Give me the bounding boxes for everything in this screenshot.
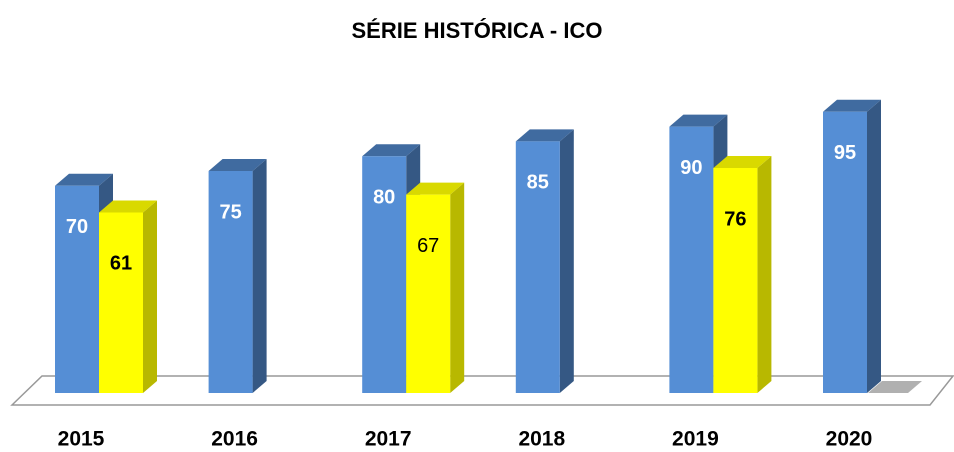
bar-top bbox=[55, 173, 113, 186]
bar-front bbox=[823, 111, 867, 394]
bar-top bbox=[208, 159, 267, 171]
x-tick-label: 2020 bbox=[826, 428, 873, 451]
x-tick-label: 2018 bbox=[518, 428, 565, 451]
bar bbox=[406, 182, 465, 393]
bar-side bbox=[867, 99, 881, 394]
bar-front bbox=[362, 156, 407, 393]
bar-side bbox=[450, 182, 465, 393]
x-tick-label: 2017 bbox=[365, 428, 412, 451]
x-tick-label: 2016 bbox=[211, 428, 258, 451]
x-tick-label: 2019 bbox=[672, 428, 719, 451]
bar bbox=[99, 200, 157, 393]
bar-top bbox=[362, 144, 421, 157]
value-label: 95 bbox=[834, 142, 856, 164]
bar-front bbox=[406, 194, 451, 393]
bar-side bbox=[757, 156, 772, 393]
bar bbox=[515, 129, 574, 393]
bar-top bbox=[669, 114, 728, 127]
bar-front bbox=[99, 212, 143, 393]
bar-front bbox=[713, 168, 758, 393]
x-tick-label: 2015 bbox=[58, 428, 105, 451]
bar-side bbox=[252, 159, 267, 393]
bar-top bbox=[515, 129, 574, 142]
value-label: 61 bbox=[110, 253, 132, 275]
value-label: 80 bbox=[373, 186, 395, 208]
bar-top bbox=[823, 99, 881, 112]
bar-front bbox=[208, 171, 253, 393]
bar-side bbox=[143, 200, 157, 393]
value-label: 90 bbox=[680, 157, 702, 179]
value-label: 70 bbox=[66, 216, 88, 238]
bar-front bbox=[55, 185, 99, 393]
bar-top bbox=[99, 200, 157, 213]
bar-front bbox=[515, 141, 560, 393]
value-label: 67 bbox=[417, 235, 439, 257]
bar-front bbox=[669, 126, 714, 393]
value-label: 76 bbox=[724, 208, 746, 230]
chart-title: SÉRIE HISTÓRICA - ICO bbox=[352, 18, 603, 43]
bar-top bbox=[713, 156, 772, 169]
bar bbox=[208, 159, 267, 393]
value-label: 75 bbox=[219, 201, 241, 223]
bar bbox=[823, 99, 881, 394]
bar-top bbox=[406, 182, 465, 195]
floor-shadow bbox=[868, 381, 922, 393]
value-label: 85 bbox=[527, 172, 549, 194]
bar bbox=[713, 156, 772, 393]
bar-side bbox=[559, 129, 574, 393]
